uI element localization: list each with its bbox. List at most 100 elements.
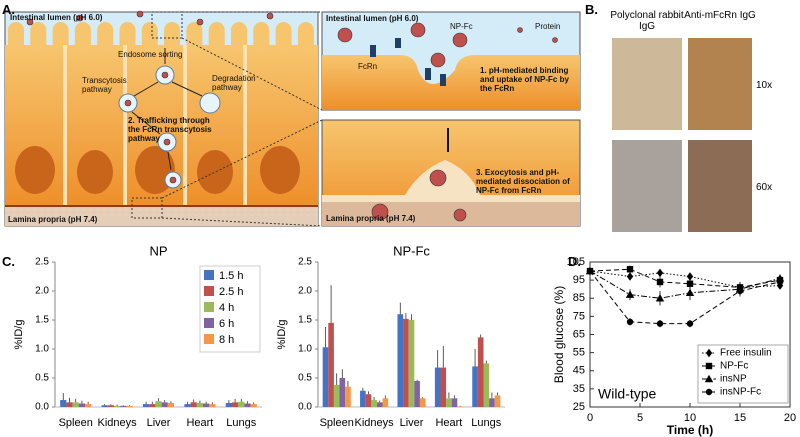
marker — [705, 362, 713, 370]
label: 2. Trafficking through the FcRn transcyt… — [128, 116, 212, 143]
legend-label: Free insulin — [720, 348, 772, 359]
label: Lamina propria (pH 7.4) — [326, 214, 416, 223]
villus — [74, 22, 91, 52]
x-tick-label: 5 — [637, 412, 643, 424]
villus — [30, 22, 47, 52]
series-line — [589, 270, 781, 325]
bar — [231, 402, 239, 407]
bar — [167, 402, 175, 407]
marker — [686, 280, 694, 287]
legend-label: 8 h — [219, 334, 234, 346]
villus — [231, 22, 247, 52]
y-tick-label: 85 — [573, 292, 585, 304]
marker — [626, 318, 634, 326]
y-tick-label: 75 — [573, 310, 585, 322]
x-tick-label: Liver — [147, 417, 171, 429]
panel-label: A. — [2, 2, 15, 17]
arrows — [131, 48, 203, 171]
y-tick-label: 0.0 — [298, 402, 312, 413]
bar — [365, 394, 372, 407]
legend-label: 1.5 h — [219, 270, 243, 282]
y-tick-label: 2.0 — [35, 286, 49, 297]
bar — [66, 402, 73, 407]
marker — [626, 266, 634, 273]
bar — [161, 402, 168, 407]
y-axis-label: %ID/g — [13, 320, 25, 350]
villi — [8, 22, 314, 52]
magnification: 60x — [756, 182, 773, 193]
marker — [685, 288, 695, 297]
bar — [225, 402, 232, 407]
bar — [494, 395, 501, 407]
bar — [113, 405, 121, 407]
legend: Free insulin NP-Fc insNP insNP-Fc — [697, 344, 789, 404]
legend-swatch — [204, 270, 214, 280]
x-tick-label: Lungs — [471, 417, 501, 429]
label: 1. pH-mediated binding and uptake of NP-… — [480, 66, 569, 93]
chart-title: NP — [149, 243, 167, 258]
bar — [483, 363, 490, 407]
bar — [101, 405, 108, 407]
label: Protein — [535, 22, 561, 31]
marker — [705, 388, 713, 396]
panel-label: C. — [2, 254, 15, 269]
bar — [184, 404, 191, 407]
column-label: Polyclonal rabbit IgG — [610, 10, 684, 32]
y-tick-label: 25 — [573, 401, 585, 413]
fcrn-receptors — [370, 38, 446, 86]
x-tick-label: Heart — [435, 417, 462, 429]
bar — [457, 406, 463, 407]
villus — [97, 22, 114, 52]
marker — [705, 348, 713, 358]
y-tick-label: 95 — [573, 274, 585, 286]
bar — [155, 401, 162, 407]
label: Intestinal lumen (pH 6.0) — [10, 13, 103, 22]
marker — [776, 278, 784, 286]
bar — [397, 314, 404, 407]
bar — [328, 322, 334, 407]
y-tick-label: 0.5 — [35, 373, 49, 384]
bar — [250, 404, 257, 407]
villus — [141, 22, 158, 52]
marker — [655, 294, 665, 302]
bar — [477, 337, 484, 407]
bar — [414, 380, 420, 407]
y-tick-label: 1.0 — [35, 344, 49, 355]
x-tick-label: 0 — [587, 412, 593, 424]
legend-label: insNP — [720, 374, 747, 385]
bar — [489, 398, 495, 407]
villus — [275, 22, 292, 52]
marker — [656, 278, 664, 286]
marker — [626, 272, 634, 281]
bar — [333, 384, 340, 407]
bar — [78, 403, 86, 407]
micrograph — [688, 38, 752, 130]
bar — [120, 405, 127, 407]
label: FcRn — [358, 62, 378, 71]
legend-swatch — [204, 302, 214, 312]
bar — [209, 404, 216, 407]
zoom-box — [131, 197, 163, 219]
bar — [238, 401, 245, 407]
bar — [440, 367, 447, 407]
marker — [686, 272, 694, 281]
y-tick-label: 55 — [573, 347, 585, 359]
bar — [376, 402, 383, 407]
marker — [656, 268, 664, 278]
marker — [586, 267, 594, 275]
legend-label: 6 h — [219, 318, 234, 330]
micrograph — [612, 38, 682, 130]
bar — [190, 402, 197, 407]
villus — [8, 22, 24, 52]
y-axis-label: Blood glucose (%) — [552, 286, 566, 383]
y-tick-label: 2.5 — [35, 257, 49, 268]
x-tick-label: Spleen — [320, 417, 354, 429]
cell-borders — [63, 45, 247, 205]
nanoparticles — [371, 169, 467, 222]
x-tick-label: Spleen — [59, 417, 93, 429]
marker — [736, 287, 744, 295]
x-axis-label: Time (h) — [667, 423, 713, 437]
x-tick-label: Kidneys — [98, 417, 138, 429]
legend-label: 2.5 h — [219, 286, 243, 298]
legend-label: 4 h — [219, 302, 234, 314]
